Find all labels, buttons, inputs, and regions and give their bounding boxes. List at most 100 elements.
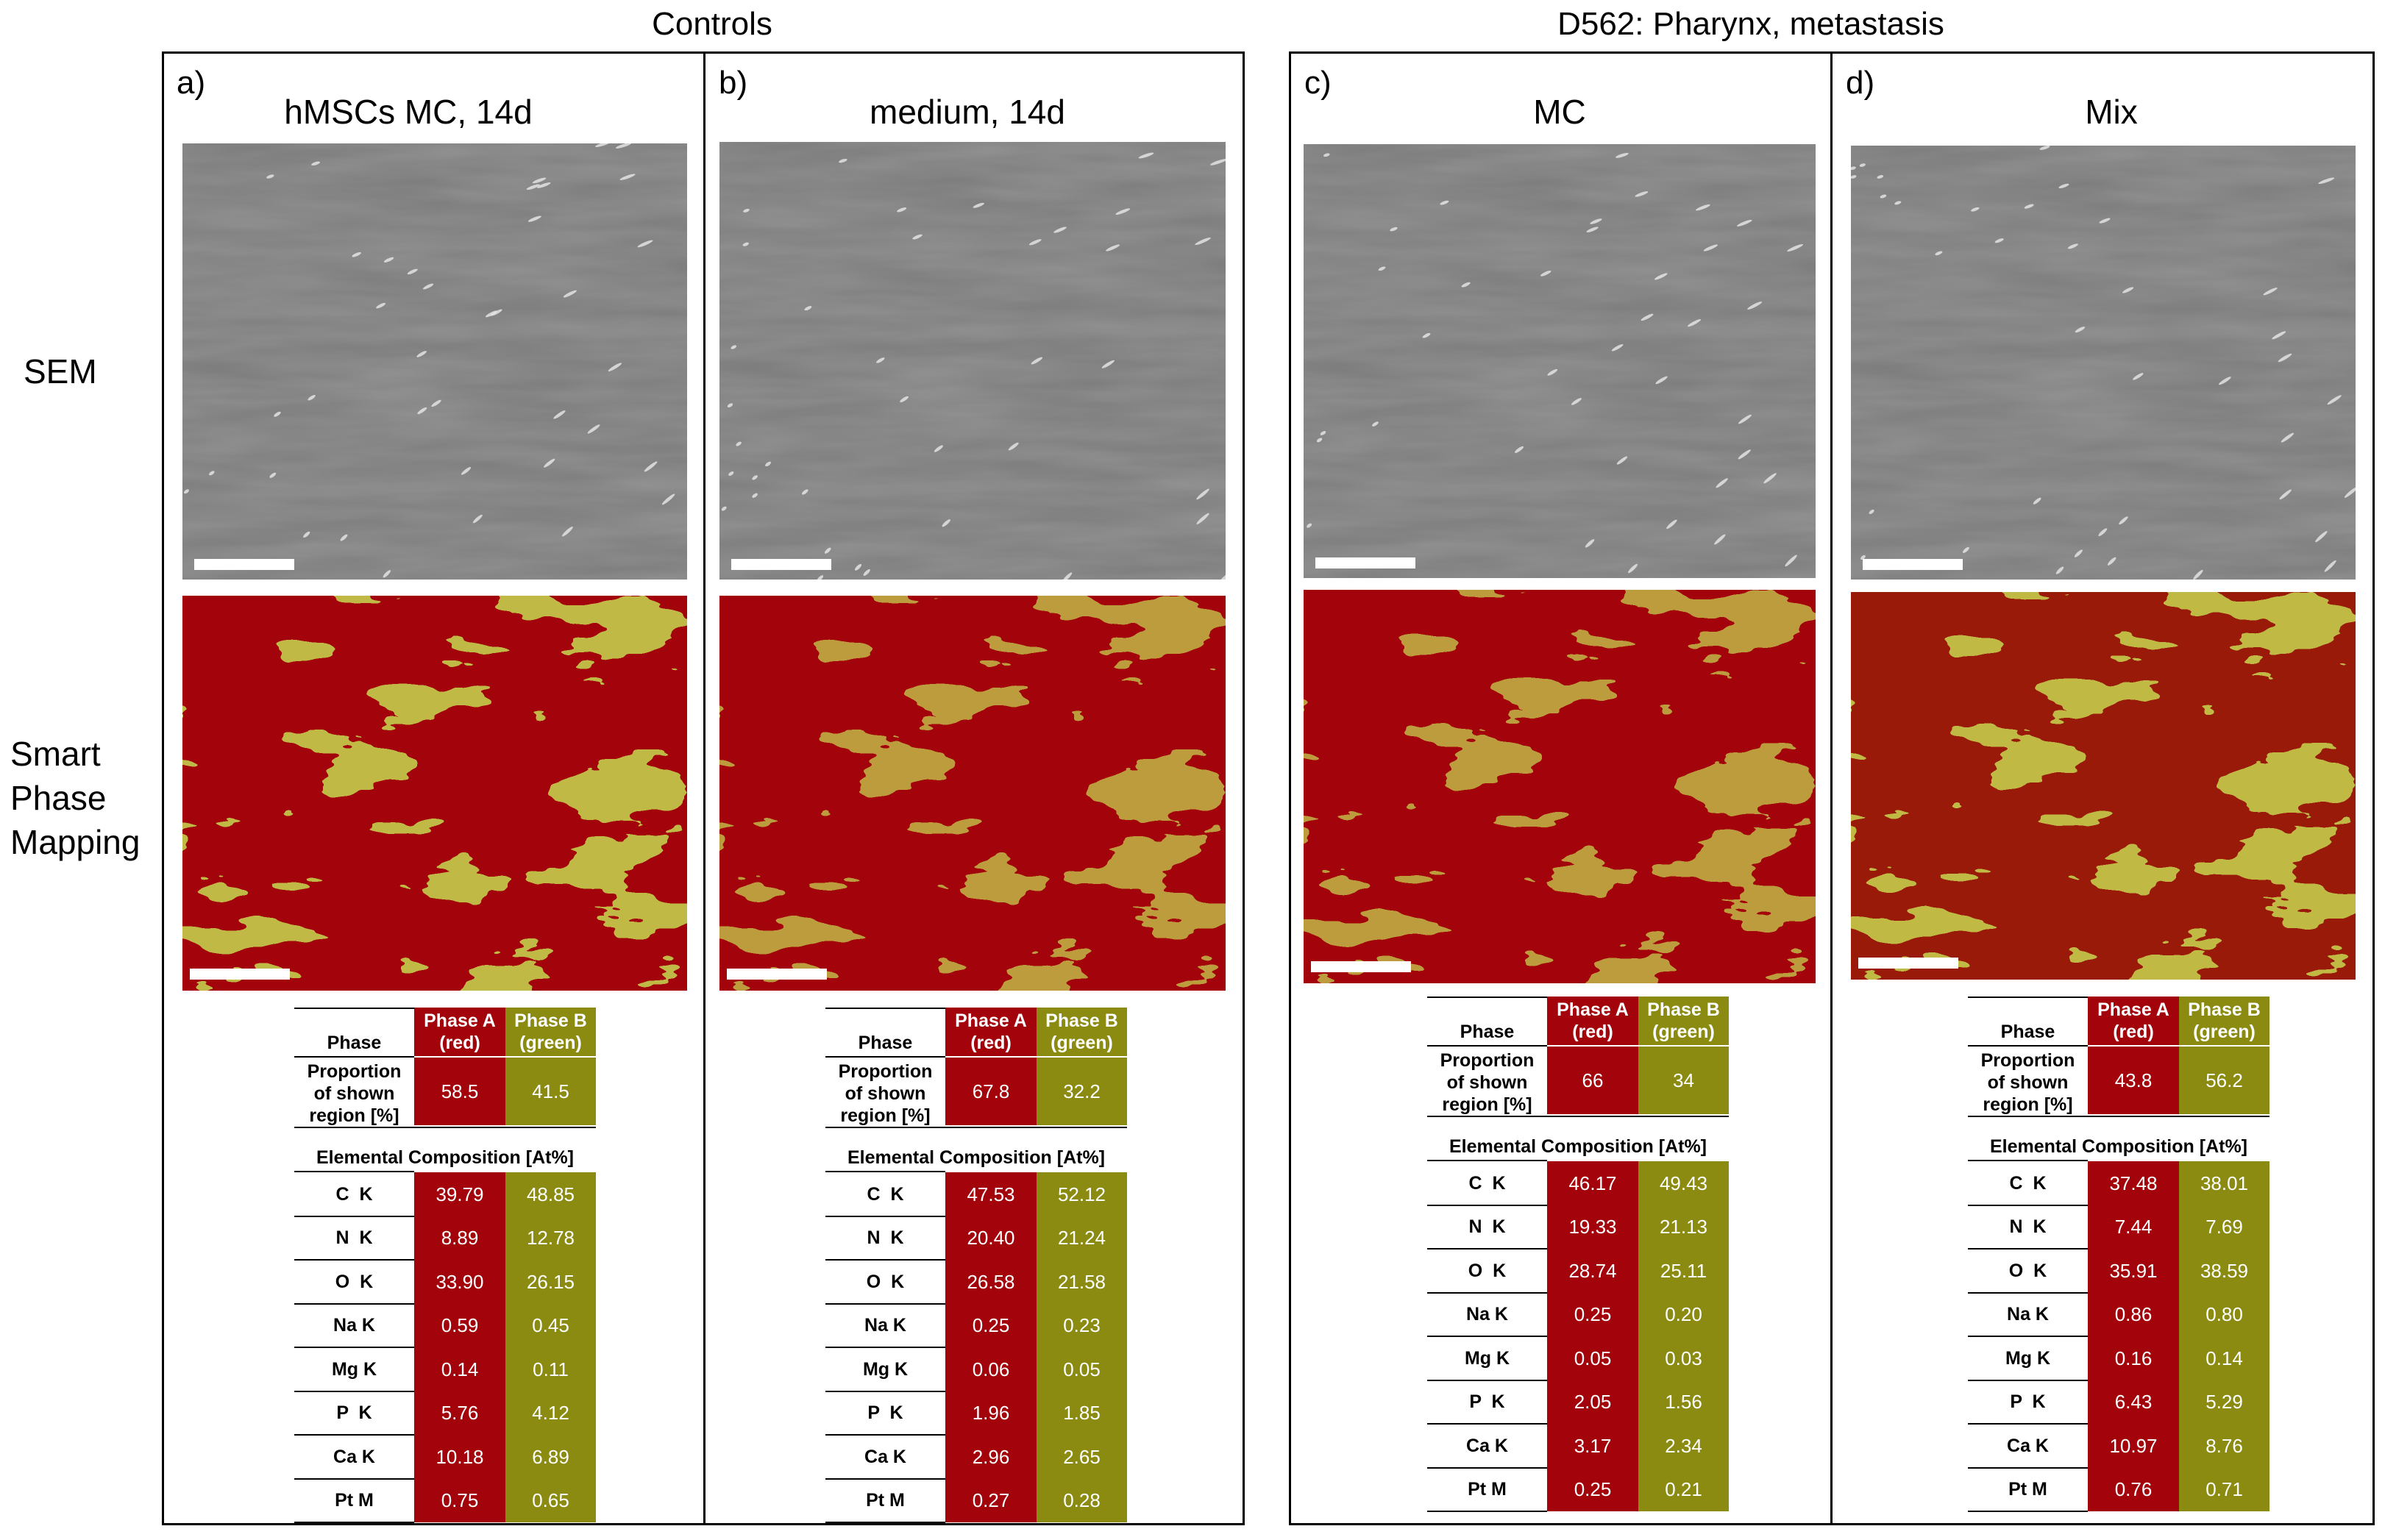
proportion-phase-a: 66 bbox=[1547, 1047, 1638, 1114]
proportion-phase-b: 32.2 bbox=[1037, 1058, 1127, 1125]
element-value-phase-a: 0.05 bbox=[1547, 1336, 1638, 1380]
table-rule bbox=[1427, 1466, 1547, 1469]
element-value-phase-a: 28.74 bbox=[1547, 1249, 1638, 1293]
phase-map-image bbox=[1851, 592, 2356, 980]
phase-b-label: Phase B bbox=[514, 1010, 587, 1031]
phase-a-label: Phase A bbox=[2097, 999, 2169, 1020]
element-value-phase-b: 0.21 bbox=[1638, 1467, 1729, 1511]
phase-header: Phase bbox=[2000, 1022, 2055, 1042]
element-label: P K bbox=[867, 1402, 903, 1424]
phase-table: Phase Phase A (red) Phase B (green) Proportio… bbox=[1968, 997, 2270, 1512]
sem-image bbox=[1851, 146, 2356, 580]
element-value-phase-a: 2.05 bbox=[1547, 1380, 1638, 1424]
element-label: Na K bbox=[333, 1315, 375, 1336]
element-value-phase-a: 10.18 bbox=[414, 1435, 505, 1479]
element-value-phase-a: 19.33 bbox=[1547, 1205, 1638, 1249]
element-value-phase-b: 0.05 bbox=[1037, 1347, 1127, 1391]
element-label: N K bbox=[867, 1227, 904, 1249]
phase-a-color: (red) bbox=[2113, 1022, 2154, 1042]
table-rule bbox=[1968, 1248, 2088, 1250]
sem-image bbox=[182, 143, 687, 580]
element-value-phase-a: 33.90 bbox=[414, 1260, 505, 1304]
phase-b-header: Phase B (green) bbox=[1638, 997, 1729, 1045]
table-rule bbox=[1427, 997, 1547, 998]
element-label: O K bbox=[866, 1271, 905, 1292]
scale-bar bbox=[1858, 958, 1958, 969]
element-value-phase-b: 21.24 bbox=[1037, 1216, 1127, 1260]
element-value-phase-a: 0.59 bbox=[414, 1303, 505, 1347]
scale-bar bbox=[1311, 961, 1411, 972]
element-label: C K bbox=[1468, 1172, 1506, 1194]
element-value-phase-a: 10.97 bbox=[2088, 1424, 2179, 1468]
table-rule bbox=[1427, 1045, 1547, 1047]
group-title-controls: Controls bbox=[652, 6, 772, 42]
table-rule bbox=[825, 1434, 945, 1436]
element-label: N K bbox=[335, 1227, 373, 1249]
phase-b-label: Phase B bbox=[1045, 1010, 1118, 1031]
proportion-phase-b: 41.5 bbox=[505, 1058, 596, 1125]
table-rule bbox=[294, 1477, 414, 1480]
element-value-phase-b: 38.01 bbox=[2179, 1161, 2270, 1205]
element-label: Pt M bbox=[1468, 1479, 1507, 1500]
element-value-phase-a: 47.53 bbox=[945, 1172, 1037, 1216]
table-rule bbox=[1427, 1379, 1547, 1381]
element-value-phase-b: 5.29 bbox=[2179, 1380, 2270, 1424]
row-label-mapping-line3: Mapping bbox=[10, 823, 141, 861]
row-label-mapping: Smart Phase Mapping bbox=[10, 732, 140, 864]
table-rule bbox=[294, 1347, 414, 1348]
panel-letter: c) bbox=[1304, 65, 1332, 101]
element-value-phase-b: 0.65 bbox=[505, 1478, 596, 1522]
proportion-label-line3: region [%] bbox=[1442, 1094, 1532, 1115]
element-value-phase-b: 48.85 bbox=[505, 1172, 596, 1216]
element-value-phase-a: 46.17 bbox=[1547, 1161, 1638, 1205]
element-value-phase-b: 49.43 bbox=[1638, 1161, 1729, 1205]
phase-b-color: (green) bbox=[1652, 1022, 1715, 1042]
table-rule bbox=[294, 1171, 414, 1172]
table-rule bbox=[294, 1008, 414, 1009]
table-rule bbox=[825, 1215, 945, 1217]
element-label: Mg K bbox=[331, 1358, 377, 1380]
element-value-phase-b: 21.13 bbox=[1638, 1205, 1729, 1249]
element-value-phase-a: 5.76 bbox=[414, 1391, 505, 1435]
phase-header: Phase bbox=[858, 1033, 913, 1053]
scale-bar bbox=[731, 559, 831, 570]
panel-letter: a) bbox=[177, 65, 206, 101]
phase-a-header: Phase A (red) bbox=[414, 1008, 505, 1056]
table-rule bbox=[1968, 1423, 2088, 1425]
table-rule bbox=[825, 1171, 945, 1172]
phase-a-color: (red) bbox=[439, 1033, 480, 1053]
element-value-phase-b: 1.85 bbox=[1037, 1391, 1127, 1435]
table-rule bbox=[1968, 1116, 2270, 1117]
scale-bar bbox=[1863, 559, 1963, 570]
element-label: Na K bbox=[2007, 1304, 2049, 1325]
element-value-phase-a: 0.25 bbox=[1547, 1467, 1638, 1511]
table-rule bbox=[1968, 1291, 2088, 1294]
table-rule bbox=[825, 1056, 945, 1058]
element-label: N K bbox=[1468, 1216, 1506, 1238]
proportion-phase-a: 43.8 bbox=[2088, 1047, 2179, 1114]
proportion-label: Proportion of shown region [%] bbox=[1427, 1048, 1547, 1117]
element-value-phase-a: 7.44 bbox=[2088, 1205, 2179, 1249]
proportion-phase-a: 58.5 bbox=[414, 1058, 505, 1125]
element-value-phase-a: 20.40 bbox=[945, 1216, 1037, 1260]
panel-title: medium, 14d bbox=[870, 93, 1065, 131]
element-value-phase-b: 8.76 bbox=[2179, 1424, 2270, 1468]
phase-map-image bbox=[719, 596, 1226, 991]
element-value-phase-b: 0.28 bbox=[1037, 1478, 1127, 1522]
element-value-phase-a: 0.16 bbox=[2088, 1336, 2179, 1380]
element-label: Na K bbox=[1466, 1304, 1508, 1325]
proportion-phase-b: 34 bbox=[1638, 1047, 1729, 1114]
element-value-phase-b: 0.20 bbox=[1638, 1292, 1729, 1336]
phase-a-color: (red) bbox=[1572, 1022, 1613, 1042]
table-rule bbox=[1427, 1160, 1547, 1161]
phase-b-label: Phase B bbox=[2188, 999, 2261, 1020]
element-label: C K bbox=[2009, 1172, 2047, 1194]
table-rule bbox=[294, 1215, 414, 1217]
element-value-phase-a: 35.91 bbox=[2088, 1249, 2179, 1293]
element-label: Ca K bbox=[1466, 1435, 1508, 1456]
sem-image bbox=[719, 142, 1226, 580]
proportion-label-line2: of shown bbox=[1987, 1072, 2069, 1093]
proportion-label: Proportion of shown region [%] bbox=[1968, 1048, 2088, 1117]
table-rule bbox=[294, 1056, 414, 1058]
element-value-phase-b: 2.65 bbox=[1037, 1435, 1127, 1479]
